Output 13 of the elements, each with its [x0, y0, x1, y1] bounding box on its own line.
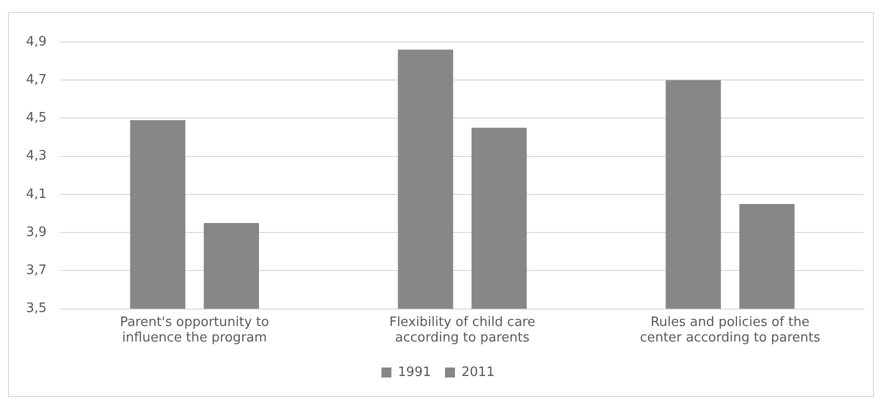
- legend-label: 2011: [462, 364, 495, 380]
- y-tick-label: 4,3: [26, 148, 47, 164]
- y-tick-label: 4,5: [26, 110, 47, 126]
- y-tick-label: 3,9: [26, 224, 47, 240]
- x-tick-label: Flexibility of child care according to parents: [389, 314, 536, 346]
- y-tick-label: 3,5: [26, 301, 47, 316]
- y-tick-label: 4,1: [26, 186, 47, 202]
- y-tick-label: 4,9: [26, 34, 47, 50]
- legend-label: 1991: [398, 364, 432, 380]
- y-tick-label: 4,7: [26, 72, 47, 88]
- x-tick-label: Parent's opportunity to influence the program: [120, 314, 270, 346]
- y-tick-label: 3,7: [26, 263, 47, 278]
- x-tick-label: Rules and policies of the center according to parents: [640, 314, 821, 346]
